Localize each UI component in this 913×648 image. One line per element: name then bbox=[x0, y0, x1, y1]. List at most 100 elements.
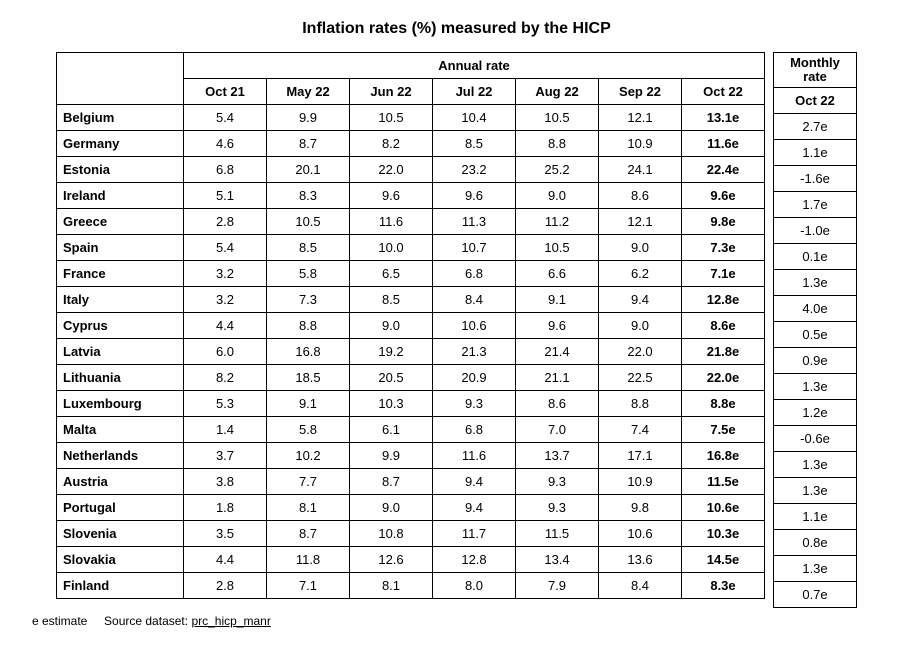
annual-table-head: Annual rate Oct 21May 22Jun 22Jul 22Aug … bbox=[57, 53, 765, 105]
country-cell: Slovenia bbox=[57, 521, 184, 547]
value-cell: 9.9 bbox=[267, 105, 350, 131]
table-row: 1.3e bbox=[774, 452, 857, 478]
value-cell: 10.4 bbox=[433, 105, 516, 131]
table-row: 0.7e bbox=[774, 582, 857, 608]
value-cell: 8.7 bbox=[267, 131, 350, 157]
table-row: 1.1e bbox=[774, 504, 857, 530]
value-cell: 6.0 bbox=[184, 339, 267, 365]
table-row: Latvia6.016.819.221.321.422.021.8e bbox=[57, 339, 765, 365]
value-cell: 8.8e bbox=[682, 391, 765, 417]
value-cell: 3.7 bbox=[184, 443, 267, 469]
value-cell: 12.1 bbox=[599, 105, 682, 131]
value-cell: 21.3 bbox=[433, 339, 516, 365]
value-cell: 11.8 bbox=[267, 547, 350, 573]
monthly-col-header: Oct 22 bbox=[774, 88, 857, 114]
value-cell: 10.5 bbox=[516, 105, 599, 131]
monthly-value-cell: 1.1e bbox=[774, 140, 857, 166]
table-row: Slovakia4.411.812.612.813.413.614.5e bbox=[57, 547, 765, 573]
value-cell: 8.5 bbox=[350, 287, 433, 313]
col-header: Jun 22 bbox=[350, 79, 433, 105]
value-cell: 5.1 bbox=[184, 183, 267, 209]
table-row: Cyprus4.48.89.010.69.69.08.6e bbox=[57, 313, 765, 339]
country-cell: Estonia bbox=[57, 157, 184, 183]
value-cell: 1.8 bbox=[184, 495, 267, 521]
table-row: 1.2e bbox=[774, 400, 857, 426]
value-cell: 10.6 bbox=[433, 313, 516, 339]
monthly-value-cell: 2.7e bbox=[774, 114, 857, 140]
value-cell: 12.8e bbox=[682, 287, 765, 313]
value-cell: 20.1 bbox=[267, 157, 350, 183]
value-cell: 8.5 bbox=[433, 131, 516, 157]
value-cell: 21.1 bbox=[516, 365, 599, 391]
country-cell: Netherlands bbox=[57, 443, 184, 469]
table-row: Belgium5.49.910.510.410.512.113.1e bbox=[57, 105, 765, 131]
value-cell: 10.5 bbox=[267, 209, 350, 235]
value-cell: 10.2 bbox=[267, 443, 350, 469]
value-cell: 8.8 bbox=[267, 313, 350, 339]
value-cell: 8.7 bbox=[350, 469, 433, 495]
value-cell: 9.0 bbox=[350, 313, 433, 339]
value-cell: 8.2 bbox=[184, 365, 267, 391]
value-cell: 8.3 bbox=[267, 183, 350, 209]
value-cell: 10.9 bbox=[599, 131, 682, 157]
table-row: 1.7e bbox=[774, 192, 857, 218]
table-row: Malta1.45.86.16.87.07.47.5e bbox=[57, 417, 765, 443]
value-cell: 8.8 bbox=[599, 391, 682, 417]
value-cell: 9.0 bbox=[599, 235, 682, 261]
value-cell: 9.8e bbox=[682, 209, 765, 235]
value-cell: 5.4 bbox=[184, 235, 267, 261]
value-cell: 19.2 bbox=[350, 339, 433, 365]
monthly-value-cell: 0.8e bbox=[774, 530, 857, 556]
value-cell: 6.5 bbox=[350, 261, 433, 287]
value-cell: 11.3 bbox=[433, 209, 516, 235]
monthly-value-cell: 1.1e bbox=[774, 504, 857, 530]
table-row: 2.7e bbox=[774, 114, 857, 140]
table-row: France3.25.86.56.86.66.27.1e bbox=[57, 261, 765, 287]
monthly-rate-table: Monthly rate Oct 22 2.7e1.1e-1.6e1.7e-1.… bbox=[773, 52, 857, 608]
value-cell: 13.4 bbox=[516, 547, 599, 573]
table-row: Lithuania8.218.520.520.921.122.522.0e bbox=[57, 365, 765, 391]
col-header: Sep 22 bbox=[599, 79, 682, 105]
annual-rate-header: Annual rate bbox=[184, 53, 765, 79]
col-header: May 22 bbox=[267, 79, 350, 105]
value-cell: 8.1 bbox=[267, 495, 350, 521]
col-header: Jul 22 bbox=[433, 79, 516, 105]
value-cell: 8.4 bbox=[599, 573, 682, 599]
country-cell: Finland bbox=[57, 573, 184, 599]
country-cell: Malta bbox=[57, 417, 184, 443]
monthly-value-cell: 1.3e bbox=[774, 374, 857, 400]
value-cell: 10.3 bbox=[350, 391, 433, 417]
monthly-value-cell: 1.3e bbox=[774, 452, 857, 478]
annual-rate-table: Annual rate Oct 21May 22Jun 22Jul 22Aug … bbox=[56, 52, 765, 599]
value-cell: 3.2 bbox=[184, 261, 267, 287]
value-cell: 6.6 bbox=[516, 261, 599, 287]
value-cell: 11.6e bbox=[682, 131, 765, 157]
value-cell: 11.6 bbox=[433, 443, 516, 469]
country-cell: France bbox=[57, 261, 184, 287]
value-cell: 3.2 bbox=[184, 287, 267, 313]
table-row: Slovenia3.58.710.811.711.510.610.3e bbox=[57, 521, 765, 547]
country-cell: Ireland bbox=[57, 183, 184, 209]
value-cell: 9.0 bbox=[350, 495, 433, 521]
country-cell: Italy bbox=[57, 287, 184, 313]
country-cell: Germany bbox=[57, 131, 184, 157]
annual-table-body: Belgium5.49.910.510.410.512.113.1eGerman… bbox=[57, 105, 765, 599]
monthly-value-cell: 4.0e bbox=[774, 296, 857, 322]
monthly-value-cell: 1.2e bbox=[774, 400, 857, 426]
value-cell: 10.9 bbox=[599, 469, 682, 495]
table-row: 1.3e bbox=[774, 478, 857, 504]
value-cell: 22.0 bbox=[599, 339, 682, 365]
table-row: Spain5.48.510.010.710.59.07.3e bbox=[57, 235, 765, 261]
value-cell: 12.8 bbox=[433, 547, 516, 573]
value-cell: 7.9 bbox=[516, 573, 599, 599]
value-cell: 7.7 bbox=[267, 469, 350, 495]
value-cell: 12.6 bbox=[350, 547, 433, 573]
value-cell: 7.3 bbox=[267, 287, 350, 313]
value-cell: 9.3 bbox=[433, 391, 516, 417]
value-cell: 9.6 bbox=[433, 183, 516, 209]
value-cell: 9.4 bbox=[433, 469, 516, 495]
value-cell: 9.3 bbox=[516, 495, 599, 521]
table-row: Estonia6.820.122.023.225.224.122.4e bbox=[57, 157, 765, 183]
monthly-value-cell: 1.3e bbox=[774, 478, 857, 504]
table-row: 0.8e bbox=[774, 530, 857, 556]
